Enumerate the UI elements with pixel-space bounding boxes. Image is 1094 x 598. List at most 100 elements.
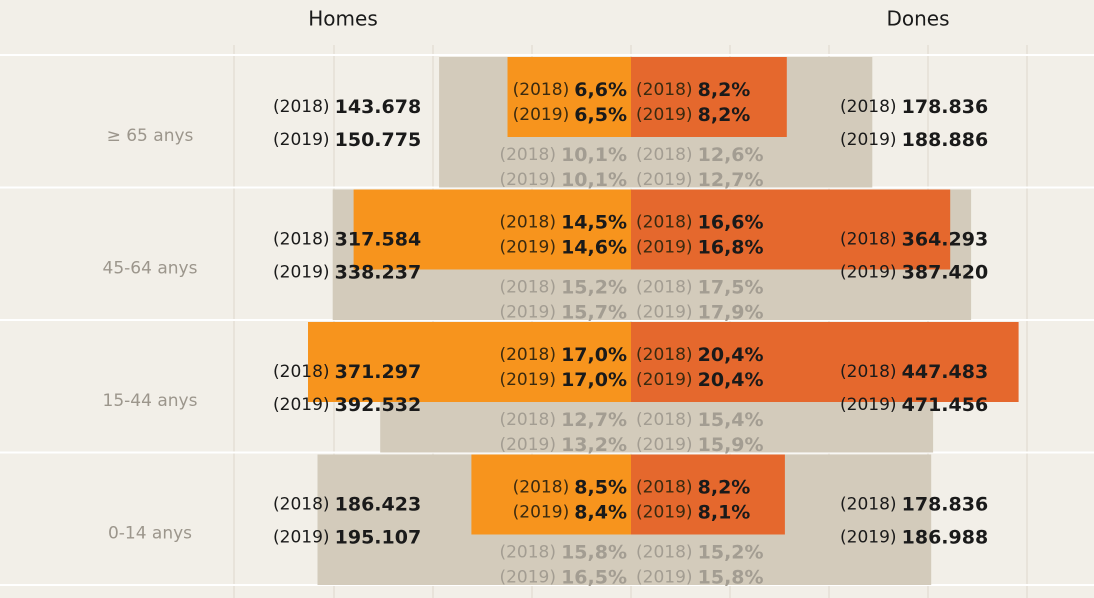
value-label: 14,5% [561,211,627,233]
value-label: 8,4% [574,501,627,523]
year-label: (2018) [499,543,556,563]
value-label: 15,9% [698,434,764,456]
count-label: (2018) 143.678 [273,96,421,118]
year-label: (2018) [273,97,330,117]
ref-label: (2019) 17,9% [636,301,764,323]
year-label: (2019) [636,435,693,455]
year-label: (2018) [840,495,897,515]
value-label: 20,4% [698,369,764,391]
year-label: (2018) [273,230,330,250]
ref-label: (2019) 12,7% [636,169,764,191]
ref-label: (2018) 10,1% [499,144,627,166]
pct-label: (2019) 16,8% [636,236,764,258]
ref-label: (2018) 17,5% [636,276,764,298]
value-label: 17,9% [698,301,764,323]
pct-label: (2018) 20,4% [636,344,764,366]
value-label: 12,6% [698,144,764,166]
year-label: (2019) [636,568,693,588]
year-label: (2019) [499,435,556,455]
count-label: (2018) 317.584 [273,228,421,250]
year-label: (2018) [636,278,693,298]
pct-label: (2018) 14,5% [499,211,627,233]
year-label: (2019) [636,503,693,523]
count-label: (2019) 338.237 [273,261,421,283]
pct-label: (2019) 17,0% [499,369,627,391]
ref-label: (2018) 15,2% [499,276,627,298]
count-label: (2019) 195.107 [273,526,421,548]
value-label: 15,4% [698,409,764,431]
year-label: (2019) [840,395,897,415]
year-label: (2019) [636,238,693,258]
pct-label: (2018) 17,0% [499,344,627,366]
value-label: 8,2% [698,476,751,498]
women-bar [631,322,1019,402]
ref-label: (2018) 12,7% [499,409,627,431]
count-label: (2019) 392.532 [273,394,421,416]
value-label: 338.237 [335,261,422,283]
pct-label: (2019) 8,1% [636,501,750,523]
value-label: 8,2% [698,79,751,101]
age-label: ≥ 65 anys [107,126,194,146]
value-label: 186.988 [902,526,989,548]
ref-label: (2019) 10,1% [499,169,627,191]
women-bar [631,57,787,137]
pct-label: (2018) 8,2% [636,476,750,498]
count-label: (2018) 178.836 [840,96,988,118]
year-label: (2019) [513,503,570,523]
value-label: 186.423 [335,493,422,515]
year-label: (2018) [499,345,556,365]
ref-label: (2018) 15,4% [636,409,764,431]
value-label: 6,5% [574,104,627,126]
men-bar [471,454,631,535]
pct-label: (2018) 6,6% [513,79,627,101]
value-label: 392.532 [335,394,422,416]
ref-label: (2019) 15,8% [636,566,764,588]
year-label: (2019) [273,130,330,150]
count-label: (2019) 387.420 [840,261,988,283]
ref-label: (2019) 15,9% [636,434,764,456]
year-label: (2019) [499,170,556,190]
value-label: 10,1% [561,169,627,191]
year-label: (2019) [840,130,897,150]
value-label: 15,2% [698,541,764,563]
header-men: Homes [308,7,377,31]
count-label: (2018) 364.293 [840,228,988,250]
value-label: 15,8% [561,541,627,563]
value-label: 12,7% [561,409,627,431]
ref-label: (2018) 15,2% [636,541,764,563]
value-label: 12,7% [698,169,764,191]
men-bar [353,189,631,270]
value-label: 15,7% [561,301,627,323]
pct-label: (2018) 8,5% [513,476,627,498]
count-label: (2019) 150.775 [273,129,421,151]
year-label: (2018) [273,495,330,515]
value-label: 15,2% [561,276,627,298]
year-label: (2018) [499,213,556,233]
year-label: (2019) [636,170,693,190]
value-label: 8,1% [698,501,751,523]
value-label: 15,8% [698,566,764,588]
value-label: 371.297 [335,361,422,383]
value-label: 14,6% [561,236,627,258]
year-label: (2019) [636,370,693,390]
men-bar [507,57,631,137]
year-label: (2018) [636,80,693,100]
year-label: (2018) [636,213,693,233]
value-label: 16,8% [698,236,764,258]
year-label: (2019) [499,568,556,588]
year-label: (2019) [840,263,897,283]
value-label: 16,5% [561,566,627,588]
women-bar [631,454,785,535]
count-label: (2019) 188.886 [840,129,988,151]
pct-label: (2018) 8,2% [636,79,750,101]
year-label: (2018) [636,543,693,563]
pct-label: (2019) 6,5% [513,104,627,126]
value-label: 17,0% [561,369,627,391]
value-label: 447.483 [902,361,989,383]
pct-label: (2019) 14,6% [499,236,627,258]
year-label: (2018) [636,345,693,365]
value-label: 10,1% [561,144,627,166]
value-label: 150.775 [335,129,422,151]
year-label: (2018) [636,478,693,498]
